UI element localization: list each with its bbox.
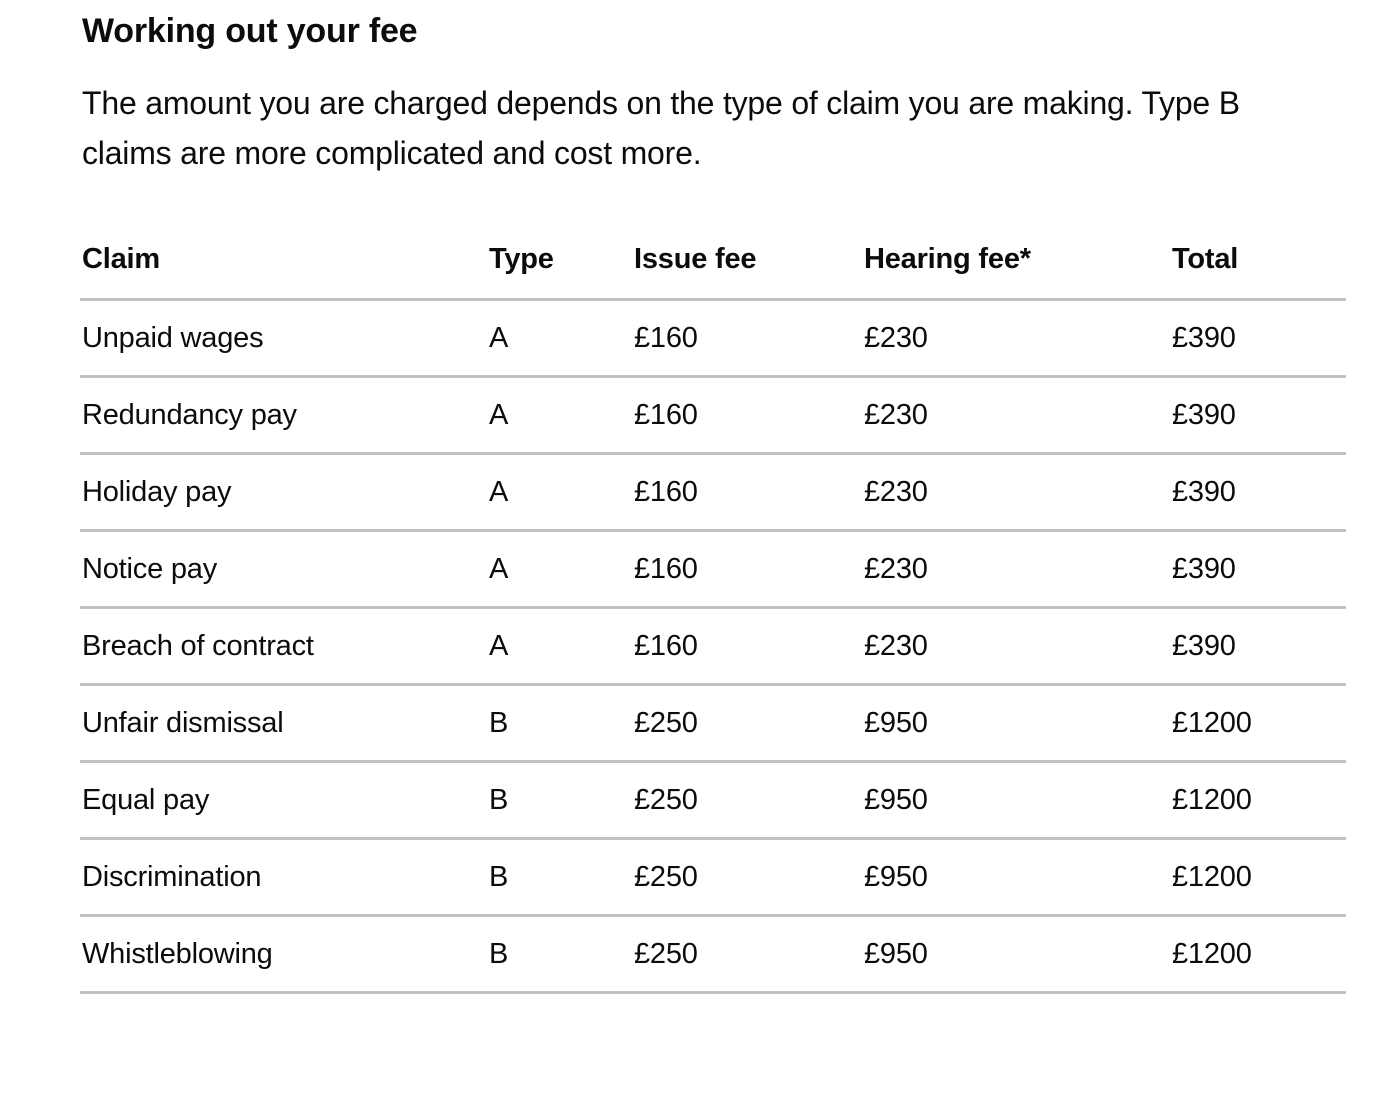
hearing-fee-cell: £950 — [862, 684, 1170, 764]
claim-cell: Unfair dismissal — [80, 684, 487, 764]
issue-fee-cell: £250 — [632, 761, 862, 841]
total-cell: £1200 — [1170, 761, 1346, 841]
issue-fee-cell: £160 — [632, 376, 862, 456]
claim-cell: Discrimination — [80, 838, 487, 918]
claim-cell: Notice pay — [80, 530, 487, 610]
type-cell: A — [487, 607, 632, 687]
issue-fee-cell: £250 — [632, 838, 862, 918]
hearing-fee-cell: £230 — [862, 299, 1170, 379]
table-row: Redundancy pay A £160 £230 £390 — [80, 376, 1346, 456]
hearing-fee-cell: £230 — [862, 607, 1170, 687]
claim-cell: Holiday pay — [80, 453, 487, 533]
column-header-type: Type — [487, 218, 632, 302]
table-row: Unpaid wages A £160 £230 £390 — [80, 299, 1346, 379]
intro-paragraph: The amount you are charged depends on th… — [82, 85, 1240, 172]
fees-table: Claim Type Issue fee Hearing fee* Total … — [80, 218, 1346, 995]
table-row: Discrimination B £250 £950 £1200 — [80, 838, 1346, 918]
claim-cell: Redundancy pay — [80, 376, 487, 456]
column-header-claim: Claim — [80, 218, 487, 302]
hearing-fee-cell: £950 — [862, 838, 1170, 918]
type-cell: B — [487, 915, 632, 995]
total-cell: £1200 — [1170, 684, 1346, 764]
issue-fee-cell: £160 — [632, 299, 862, 379]
header-row: Claim Type Issue fee Hearing fee* Total — [80, 218, 1346, 302]
type-cell: B — [487, 761, 632, 841]
issue-fee-cell: £250 — [632, 915, 862, 995]
total-cell: £390 — [1170, 530, 1346, 610]
claim-cell: Breach of contract — [80, 607, 487, 687]
table-body: Unpaid wages A £160 £230 £390 Redundancy… — [80, 299, 1346, 995]
total-cell: £1200 — [1170, 838, 1346, 918]
issue-fee-cell: £160 — [632, 453, 862, 533]
page-title: Working out your fee — [82, 12, 418, 50]
table-row: Breach of contract A £160 £230 £390 — [80, 607, 1346, 687]
hearing-fee-cell: £950 — [862, 915, 1170, 995]
hearing-fee-cell: £230 — [862, 453, 1170, 533]
type-cell: A — [487, 299, 632, 379]
total-cell: £390 — [1170, 453, 1346, 533]
table-row: Unfair dismissal B £250 £950 £1200 — [80, 684, 1346, 764]
column-header-total: Total — [1170, 218, 1346, 302]
hearing-fee-cell: £950 — [862, 761, 1170, 841]
issue-fee-cell: £250 — [632, 684, 862, 764]
total-cell: £390 — [1170, 607, 1346, 687]
hearing-fee-cell: £230 — [862, 376, 1170, 456]
total-cell: £390 — [1170, 299, 1346, 379]
type-cell: A — [487, 376, 632, 456]
issue-fee-cell: £160 — [632, 530, 862, 610]
claim-cell: Equal pay — [80, 761, 487, 841]
column-header-issue-fee: Issue fee — [632, 218, 862, 302]
claim-cell: Whistleblowing — [80, 915, 487, 995]
column-header-hearing-fee: Hearing fee* — [862, 218, 1170, 302]
type-cell: A — [487, 530, 632, 610]
main-content: Working out your fee The amount you are … — [80, 12, 1346, 995]
table-row: Holiday pay A £160 £230 £390 — [80, 453, 1346, 533]
issue-fee-cell: £160 — [632, 607, 862, 687]
fees-table-header: Claim Type Issue fee Hearing fee* Total — [80, 218, 1346, 302]
type-cell: B — [487, 838, 632, 918]
claim-cell: Unpaid wages — [80, 299, 487, 379]
table-row: Notice pay A £160 £230 £390 — [80, 530, 1346, 610]
type-cell: B — [487, 684, 632, 764]
table-row: Equal pay B £250 £950 £1200 — [80, 761, 1346, 841]
hearing-fee-cell: £230 — [862, 530, 1170, 610]
table-row: Whistleblowing B £250 £950 £1200 — [80, 915, 1346, 995]
total-cell: £390 — [1170, 376, 1346, 456]
total-cell: £1200 — [1170, 915, 1346, 995]
type-cell: A — [487, 453, 632, 533]
